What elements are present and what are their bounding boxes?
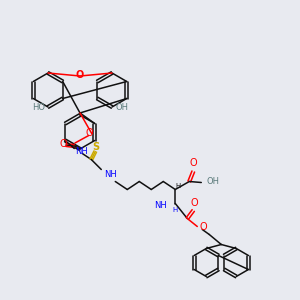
Text: S: S: [93, 142, 100, 152]
Text: H: H: [176, 182, 181, 188]
Text: OH: OH: [115, 103, 128, 112]
Text: NH: NH: [104, 170, 117, 179]
Text: O: O: [190, 158, 197, 169]
Text: H: H: [172, 206, 178, 212]
Text: O: O: [190, 197, 198, 208]
Text: OH: OH: [206, 177, 219, 186]
Text: O: O: [86, 128, 94, 137]
Text: NH: NH: [75, 147, 88, 156]
Text: HO: HO: [32, 103, 45, 112]
Text: NH: NH: [154, 201, 167, 210]
Text: O: O: [59, 139, 67, 149]
Text: O: O: [199, 223, 207, 232]
Text: O: O: [76, 70, 84, 80]
